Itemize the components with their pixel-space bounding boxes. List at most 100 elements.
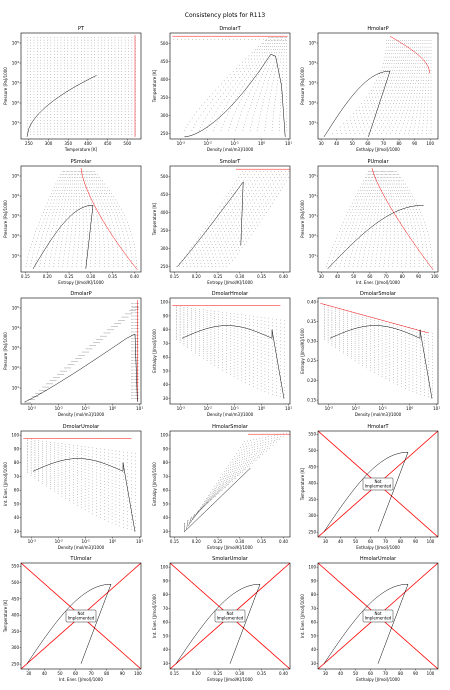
y-tick-label: 102 (12, 365, 19, 371)
subplot-dmolarp: DmolarP 10-3 10-2 10-1 100 101 101 102 103 104 105… (3, 291, 143, 417)
y-tick-label: 60 (311, 620, 317, 625)
y-tick-label: 100 (160, 433, 168, 438)
data-points (173, 37, 287, 131)
y-tick-label: 80 (163, 327, 169, 332)
y-tick-label: 450 (160, 192, 168, 197)
y-tick-label: 30 (163, 396, 169, 401)
y-tick-label: 50 (163, 501, 169, 506)
not-implemented-label: Not (374, 611, 381, 616)
plot-marks (176, 168, 290, 267)
subplot-title: HmolarUmolar (360, 556, 397, 562)
figure-title: Consistency plots for R113 (184, 12, 266, 19)
subplot-title: HmolarP (367, 26, 388, 32)
x-tick-label: 10-3 (325, 405, 333, 411)
subplot-title: TUmolar (69, 556, 92, 562)
x-tick-label: 30 (319, 274, 325, 279)
x-tick-label: 100 (134, 671, 142, 676)
x-tick-label: 40 (338, 539, 344, 544)
x-axis-label: Enthalpy [J/mol]/1000 (356, 677, 400, 682)
y-tick-label: 300 (308, 513, 316, 518)
plot-marks (184, 432, 290, 532)
x-tick-label: 0.30 (235, 274, 244, 279)
saturation-curve (323, 583, 409, 664)
y-tick-label: 500 (160, 41, 168, 46)
x-tick-label: 10-1 (231, 405, 239, 411)
data-points (176, 171, 290, 267)
x-tick-label: 450 (104, 141, 112, 146)
y-tick-label: 550 (308, 432, 316, 437)
axes-frame (169, 430, 291, 538)
y-tick-label: 90 (14, 446, 20, 451)
y-tick-label: 102 (12, 100, 19, 106)
y-tick-label: 102 (309, 100, 316, 106)
y-axis-label: Enthalpy [J/mol]/1000 (152, 462, 157, 506)
red-boundary (371, 168, 434, 271)
y-tick-label: 101 (309, 120, 316, 126)
x-tick-label: 0.35 (108, 274, 117, 279)
x-axis-label: Enthalpy [J/mol]/1000 (356, 147, 400, 152)
saturation-curve (26, 583, 112, 664)
x-tick-label: 0.30 (86, 274, 95, 279)
x-tick-label: 30 (323, 671, 329, 676)
subplot-title: PSmolar (71, 159, 93, 165)
x-tick-label: 100 (406, 405, 413, 411)
not-implemented-label: Implemented (68, 616, 95, 621)
not-implemented-label: Not (374, 479, 381, 484)
axes-frame (317, 562, 439, 670)
axes-frame (169, 165, 291, 273)
subplot-title: SmolarUmolar (212, 556, 249, 562)
y-tick-label: 0.15 (307, 397, 316, 402)
y-axis-label: Enthalpy [J/mol]/1000 (152, 329, 157, 373)
x-tick-label: 0.40 (130, 274, 139, 279)
saturation-curve (184, 467, 251, 532)
y-axis-label: Int. Ener. [J/mol]/1000 (300, 594, 305, 638)
y-tick-label: 30 (14, 529, 20, 534)
plot-marks (326, 168, 434, 271)
subplot-title: DmolarUmolar (63, 424, 100, 430)
x-tick-label: 0.15 (21, 274, 30, 279)
y-tick-label: 500 (11, 580, 19, 585)
x-tick-label: 10-2 (55, 405, 63, 411)
y-tick-label: 104 (12, 193, 19, 199)
x-tick-label: 90 (413, 539, 419, 544)
y-tick-label: 103 (12, 345, 19, 351)
x-tick-label: 80 (400, 274, 406, 279)
subplot-title: HmolarT (367, 424, 389, 430)
subplot-psmolar: PSmolar 0.15 0.20 0.25 0.30 0.35 0.40 101 102 103… (3, 159, 142, 285)
plot-area (184, 432, 290, 532)
x-tick-label: 30 (323, 539, 329, 544)
not-implemented-label: Implemented (365, 484, 392, 489)
subplot-pumolar: PUmolar 30 40 50 60 70 80 90 100 101 102 103 104 105 I… (300, 159, 439, 285)
y-tick-label: 101 (12, 253, 19, 259)
x-tick-label: 0.40 (279, 274, 288, 279)
y-tick-label: 70 (163, 474, 169, 479)
axes-frame (20, 165, 142, 273)
x-tick-label: 10-3 (177, 140, 185, 146)
x-tick-label: 40 (338, 671, 344, 676)
x-tick-label: 0.25 (65, 274, 74, 279)
y-tick-label: 105 (309, 40, 316, 46)
plot-marks (172, 305, 285, 399)
x-axis-label: Density [mol/m3]/1000 (207, 412, 254, 417)
data-points (24, 303, 140, 404)
y-tick-label: 50 (163, 633, 169, 638)
not-implemented-label: Not (226, 611, 233, 616)
x-tick-label: 101 (136, 538, 143, 544)
y-tick-label: 450 (308, 464, 316, 469)
axes-frame (317, 32, 439, 140)
x-tick-label: 10-1 (231, 140, 239, 146)
x-tick-label: 80 (398, 671, 404, 676)
x-axis-label: Temperature [K] (64, 147, 98, 152)
y-tick-label: 100 (160, 300, 168, 305)
x-axis-label: Entropy [J/mol/K]/1000 (207, 280, 253, 285)
y-tick-label: 60 (163, 488, 169, 493)
y-tick-label: 105 (12, 40, 19, 46)
subplot-title: DmolarT (219, 26, 241, 32)
y-tick-label: 400 (160, 210, 168, 215)
x-tick-label: 100 (431, 274, 439, 279)
x-tick-label: 100 (109, 538, 116, 544)
axes-frame (317, 430, 439, 538)
x-tick-label: 101 (285, 405, 292, 411)
y-tick-label: 40 (311, 647, 317, 652)
